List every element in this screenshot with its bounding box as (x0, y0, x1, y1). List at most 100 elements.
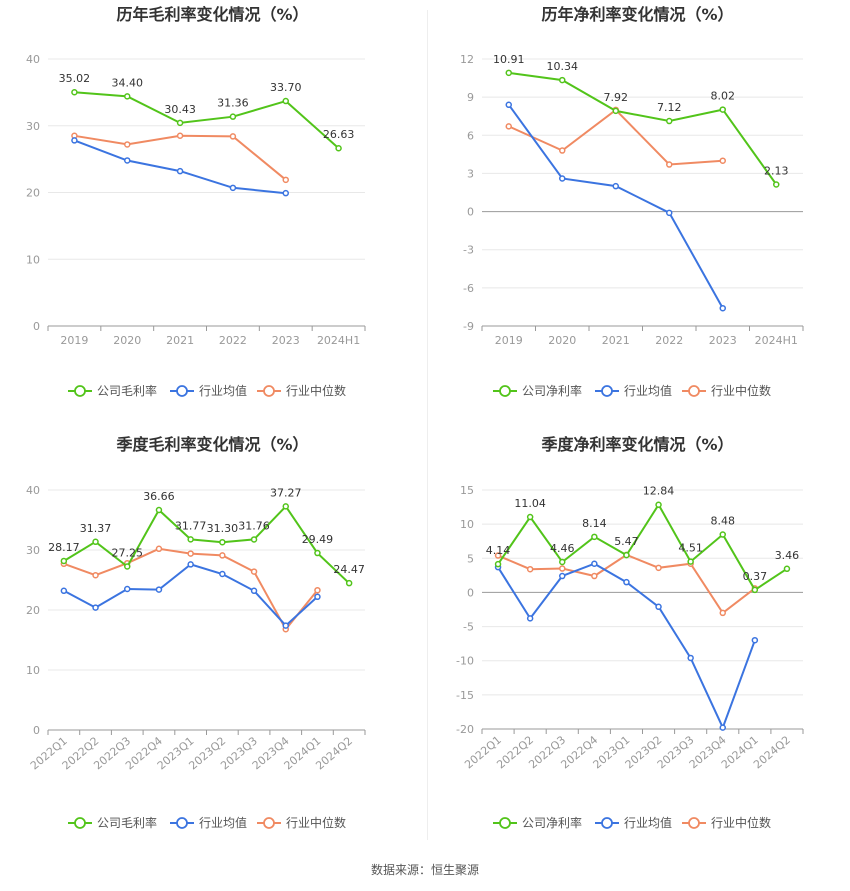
data-point-avg (559, 572, 566, 580)
legend-marker (176, 817, 188, 829)
data-point-company (282, 503, 289, 510)
data-point-avg (751, 636, 759, 644)
data-point-median (92, 571, 99, 579)
data-point-avg (591, 560, 598, 567)
y-tick-label: -10 (456, 655, 474, 668)
series-line-avg (74, 139, 286, 195)
data-point-avg (666, 209, 673, 217)
legend-marker (263, 817, 275, 829)
y-tick-label: 0 (33, 320, 40, 333)
data-label: 31.37 (80, 522, 112, 535)
legend-label: 行业均值 (624, 383, 672, 398)
data-point-avg (612, 182, 619, 190)
data-point-avg (314, 593, 321, 601)
x-tick-label: 2023 (709, 334, 737, 347)
chart-title: 历年毛利率变化情况（%） (116, 5, 308, 24)
data-label: 8.14 (582, 517, 607, 530)
data-point-company (71, 88, 78, 96)
data-label: 26.63 (323, 128, 355, 141)
data-point-company (335, 144, 342, 152)
data-point-company (719, 531, 726, 538)
y-tick-label: 40 (26, 53, 40, 66)
data-label: 31.36 (217, 97, 249, 110)
y-tick-label: 20 (26, 604, 40, 617)
data-point-company (655, 501, 662, 508)
data-point-avg (176, 167, 184, 175)
y-tick-label: 6 (467, 129, 474, 142)
legend-item-company: 公司毛利率 (68, 383, 157, 398)
legend-label: 行业中位数 (711, 815, 771, 830)
data-point-median (505, 123, 512, 130)
data-label: 10.34 (547, 60, 579, 73)
data-label: 34.40 (112, 76, 144, 89)
series-line-median (508, 108, 723, 166)
x-tick-label: 2024H1 (317, 334, 360, 347)
data-point-median (559, 147, 566, 154)
data-point-avg (526, 615, 534, 622)
y-tick-label: 10 (26, 664, 40, 677)
legend-item-avg: 行业均值 (170, 383, 247, 398)
data-point-median (655, 564, 662, 572)
x-tick-label: 2019 (495, 334, 523, 347)
data-point-avg (719, 304, 726, 312)
data-label: 35.02 (59, 72, 91, 85)
data-point-company (623, 551, 630, 559)
y-tick-label: -9 (463, 320, 474, 333)
data-point-median (526, 565, 534, 573)
data-point-avg (219, 570, 226, 578)
data-point-avg (655, 603, 662, 611)
data-point-company (229, 113, 237, 120)
legend-marker (499, 385, 511, 397)
chart-annual-net-margin: 历年净利率变化情况（%） -9 -6 -3 0 3 6 9 12 2019 2020 2021 2022… (460, 5, 804, 398)
data-point-median (719, 157, 726, 164)
y-tick-label: 40 (26, 484, 40, 497)
data-point-median (187, 550, 194, 557)
legend-marker (176, 385, 188, 397)
legend-marker (688, 385, 700, 397)
data-point-company (176, 119, 184, 127)
series-line-company (74, 91, 340, 149)
data-label: 8.48 (711, 515, 736, 528)
legend-item-avg: 行业均值 (595, 383, 672, 398)
legend-marker (263, 385, 275, 397)
data-point-company (751, 586, 759, 594)
y-tick-label: -5 (463, 621, 474, 634)
legend-label: 行业中位数 (286, 383, 346, 398)
data-point-median (559, 565, 566, 572)
data-point-company (187, 536, 194, 543)
legend-label: 行业均值 (624, 815, 672, 830)
legend-item-avg: 行业均值 (595, 815, 672, 830)
data-point-company (250, 536, 258, 543)
data-label: 10.91 (493, 53, 525, 66)
data-point-avg (282, 622, 289, 629)
data-point-company (124, 563, 131, 570)
data-label: 2.13 (764, 164, 789, 177)
data-point-avg (155, 586, 163, 593)
data-point-avg (187, 561, 194, 568)
data-point-avg (229, 184, 237, 192)
data-point-median (124, 141, 131, 148)
data-label: 27.25 (112, 547, 144, 560)
data-point-company (773, 181, 780, 188)
y-tick-label: -3 (463, 244, 474, 257)
data-point-median (155, 545, 163, 553)
data-point-company (783, 565, 791, 573)
legend-label: 公司毛利率 (97, 383, 157, 398)
chart-title: 季度净利率变化情况（%） (540, 435, 733, 454)
data-point-avg (124, 157, 131, 164)
y-tick-label: 0 (467, 586, 474, 599)
data-point-avg (505, 101, 512, 109)
legend-marker (74, 385, 86, 397)
legend-marker (74, 817, 86, 829)
y-tick-label: 12 (460, 53, 474, 66)
data-label: 24.47 (333, 563, 365, 576)
data-label: 28.17 (48, 541, 80, 554)
data-point-company (282, 97, 289, 105)
data-label: 37.27 (270, 486, 302, 499)
data-point-company (559, 558, 566, 566)
data-label: 7.92 (604, 91, 629, 104)
series-line-avg (497, 562, 756, 731)
data-label: 8.02 (711, 90, 736, 103)
series-line-company (63, 504, 350, 584)
x-tick-label: 2024H1 (755, 334, 798, 347)
